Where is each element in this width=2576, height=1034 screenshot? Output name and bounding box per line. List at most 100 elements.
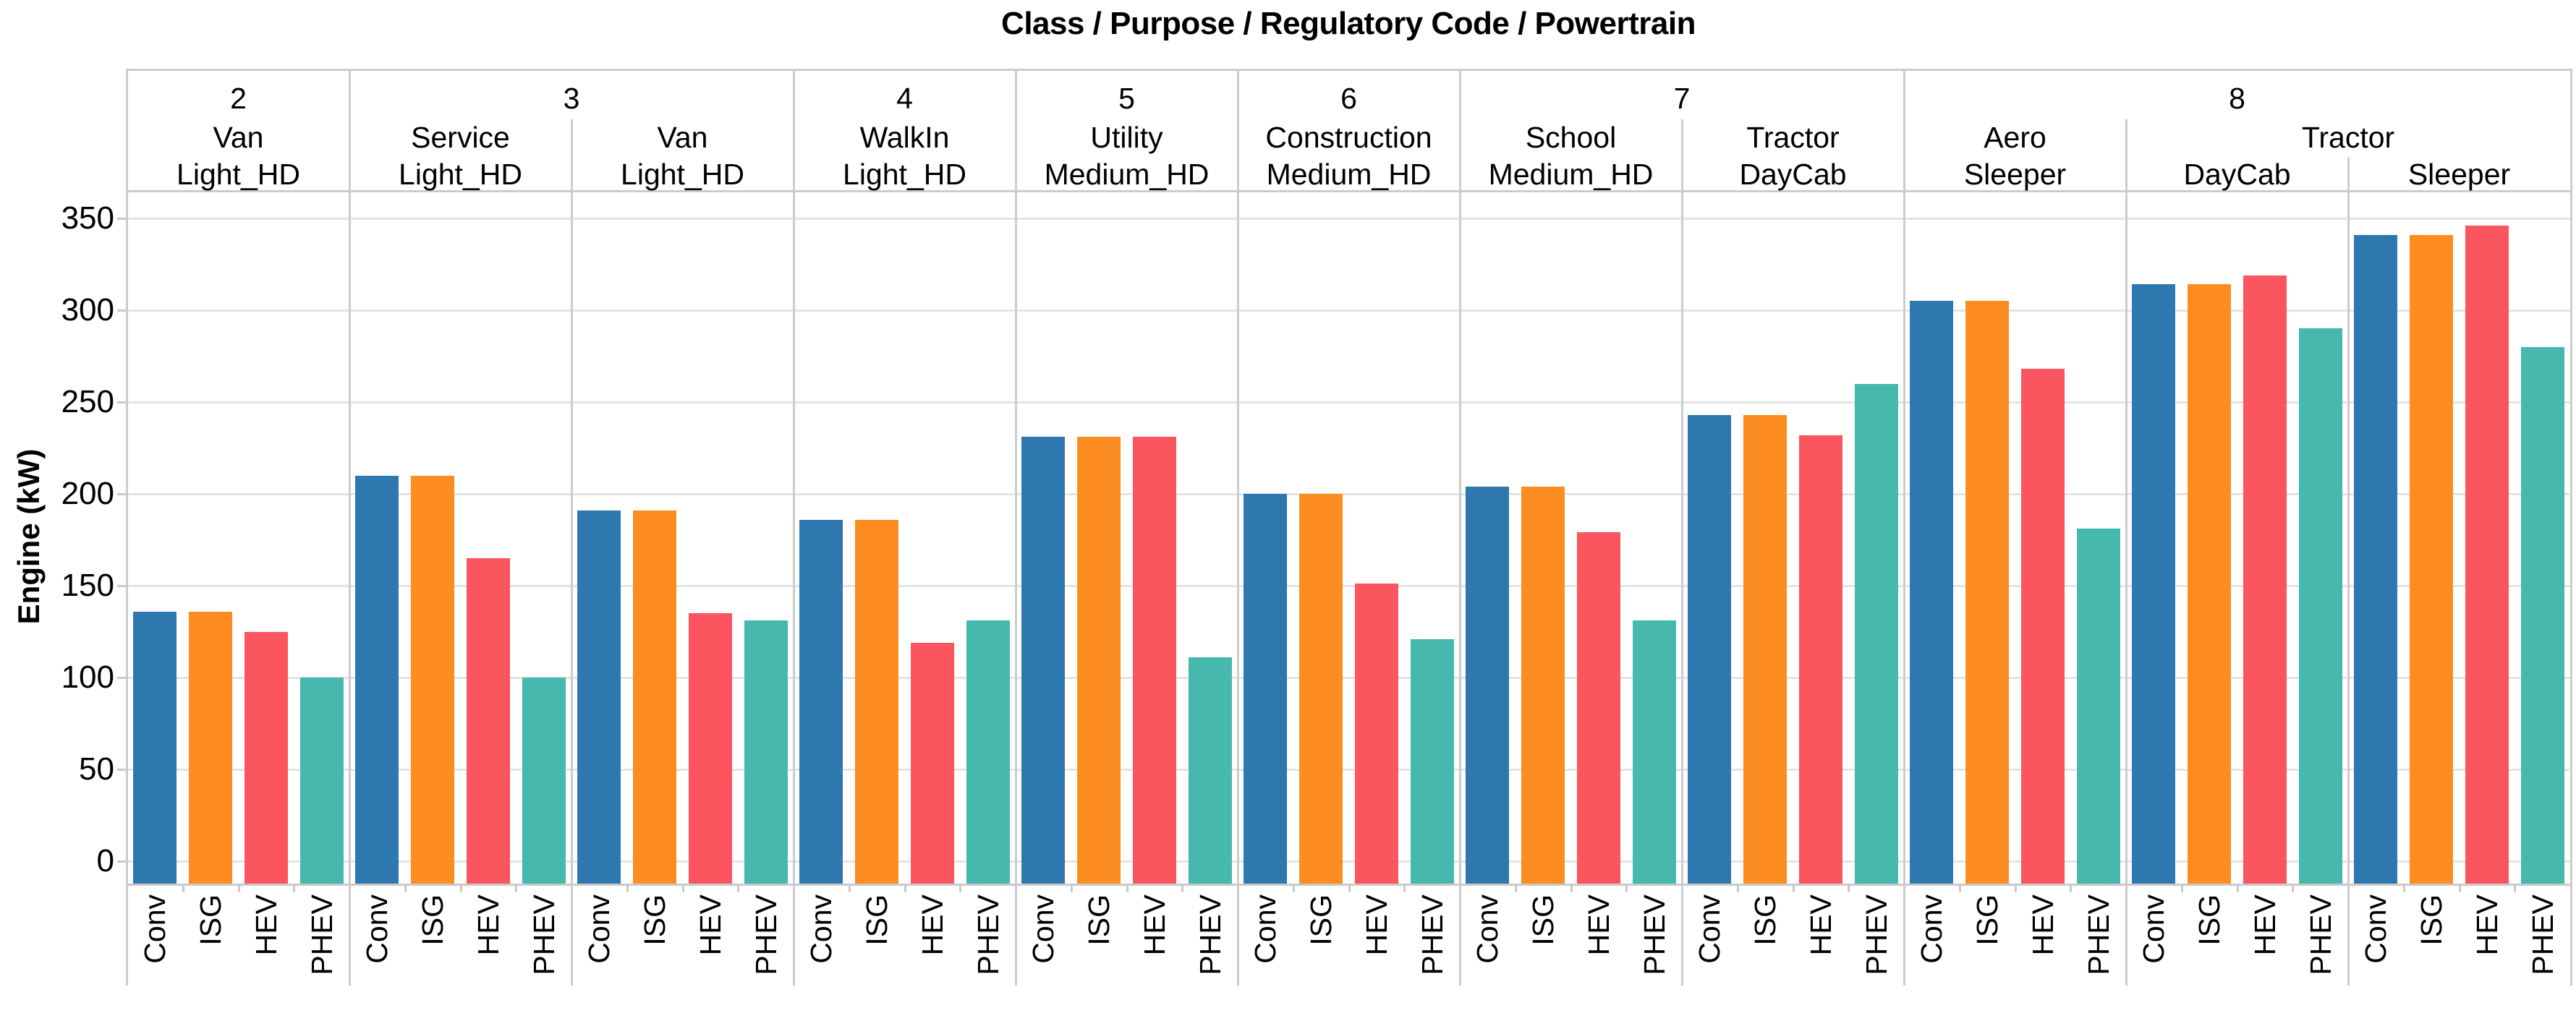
x-tick-label: Conv — [2137, 894, 2171, 964]
group-divider — [1015, 69, 1017, 986]
header-class-label: 8 — [2229, 82, 2245, 115]
bar-hev — [1354, 584, 1398, 884]
header-purpose-label: School — [1525, 121, 1617, 154]
x-minor-tick — [1403, 884, 1406, 892]
header-class-label: 7 — [1673, 82, 1691, 115]
bar-conv — [133, 611, 177, 884]
x-minor-tick — [182, 884, 184, 892]
y-tick-mark — [117, 493, 127, 495]
x-tick-label: Conv — [1026, 894, 1060, 964]
header-code-label: Light_HD — [399, 158, 522, 191]
x-minor-tick — [404, 884, 407, 892]
bar-phev — [1632, 620, 1676, 884]
x-tick-label: ISG — [2193, 894, 2227, 946]
y-tick-mark — [117, 585, 127, 587]
bar-hev — [688, 613, 732, 884]
x-tick-label: ISG — [416, 894, 450, 946]
header-purpose-label: Tractor — [2301, 121, 2395, 154]
header-code-label: Medium_HD — [1488, 158, 1654, 191]
bar-conv — [799, 519, 843, 884]
x-minor-tick — [2014, 884, 2017, 892]
x-minor-tick — [681, 884, 684, 892]
bar-hev — [1132, 437, 1176, 884]
bar-hev — [244, 631, 288, 884]
bar-conv — [1021, 437, 1066, 884]
y-tick-label: 350 — [61, 200, 114, 236]
x-tick-label: PHEV — [2081, 894, 2115, 975]
grid-line — [127, 493, 2570, 495]
x-minor-tick — [2180, 884, 2183, 892]
y-tick-mark — [117, 401, 127, 403]
bar-conv — [577, 510, 621, 884]
x-minor-tick — [626, 884, 629, 892]
header-purpose-label: Service — [411, 121, 510, 154]
header-class-label: 6 — [1340, 82, 1357, 115]
x-minor-tick — [1070, 884, 1073, 892]
header-purpose-label: Tractor — [1746, 121, 1840, 154]
x-tick-label: HEV — [915, 894, 949, 956]
grid-line — [127, 860, 2570, 863]
x-minor-tick — [1792, 884, 1795, 892]
group-divider — [1459, 69, 1461, 986]
bar-phev — [299, 678, 344, 884]
bar-conv — [355, 475, 399, 884]
x-tick-label: Conv — [2359, 894, 2393, 964]
x-tick-label: PHEV — [1637, 894, 1671, 975]
x-minor-tick — [237, 884, 240, 892]
bar-isg — [2188, 284, 2232, 884]
x-tick-label: HEV — [1803, 894, 1837, 956]
x-minor-tick — [459, 884, 462, 892]
group-divider — [2347, 158, 2350, 986]
header-purpose-label: Aero — [1984, 121, 2046, 154]
bar-hev — [2243, 275, 2287, 884]
y-tick-mark — [117, 218, 127, 220]
bar-conv — [1244, 494, 1288, 884]
x-tick-label: Conv — [804, 894, 838, 964]
header-code-label: Sleeper — [2407, 158, 2511, 191]
bar-isg — [1077, 437, 1121, 884]
x-tick-label: Conv — [1249, 894, 1283, 964]
x-minor-tick — [1292, 884, 1295, 892]
x-minor-tick — [1958, 884, 1961, 892]
group-divider — [2125, 119, 2127, 986]
x-minor-tick — [2514, 884, 2517, 892]
x-tick-label: HEV — [249, 894, 283, 956]
x-tick-label: PHEV — [971, 894, 1005, 975]
x-minor-tick — [515, 884, 518, 892]
header-code-label: DayCab — [2183, 158, 2291, 191]
group-divider — [1903, 69, 1905, 986]
x-minor-tick — [2292, 884, 2295, 892]
x-minor-tick — [1126, 884, 1128, 892]
y-tick-label: 100 — [61, 659, 114, 695]
bar-hev — [466, 557, 510, 884]
bar-phev — [966, 620, 1010, 884]
x-tick-label: ISG — [860, 894, 894, 946]
header-code-label: Light_HD — [621, 158, 744, 191]
bar-phev — [1854, 383, 1898, 884]
header-code-label: Medium_HD — [1044, 158, 1210, 191]
header-purpose-label: Van — [657, 121, 708, 154]
chart-title: Class / Purpose / Regulatory Code / Powe… — [1001, 6, 1696, 41]
y-tick-label: 0 — [96, 843, 114, 879]
grid-line — [127, 401, 2570, 403]
y-tick-mark — [117, 860, 127, 863]
header-code-label: DayCab — [1739, 158, 1847, 191]
bar-hev — [1798, 435, 1842, 884]
grid-line — [127, 585, 2570, 587]
bar-conv — [1910, 301, 1954, 884]
group-divider — [571, 119, 573, 986]
x-minor-tick — [293, 884, 296, 892]
bar-hev — [2465, 226, 2509, 884]
x-tick-label: HEV — [1581, 894, 1615, 956]
bar-isg — [189, 611, 233, 884]
x-tick-label: ISG — [194, 894, 228, 946]
bar-isg — [411, 475, 455, 884]
bar-conv — [1688, 414, 1732, 884]
bar-phev — [2298, 328, 2342, 884]
bar-phev — [1410, 638, 1454, 884]
x-minor-tick — [1848, 884, 1850, 892]
bar-phev — [2076, 529, 2120, 884]
group-divider — [349, 69, 351, 986]
group-divider — [1681, 119, 1683, 986]
